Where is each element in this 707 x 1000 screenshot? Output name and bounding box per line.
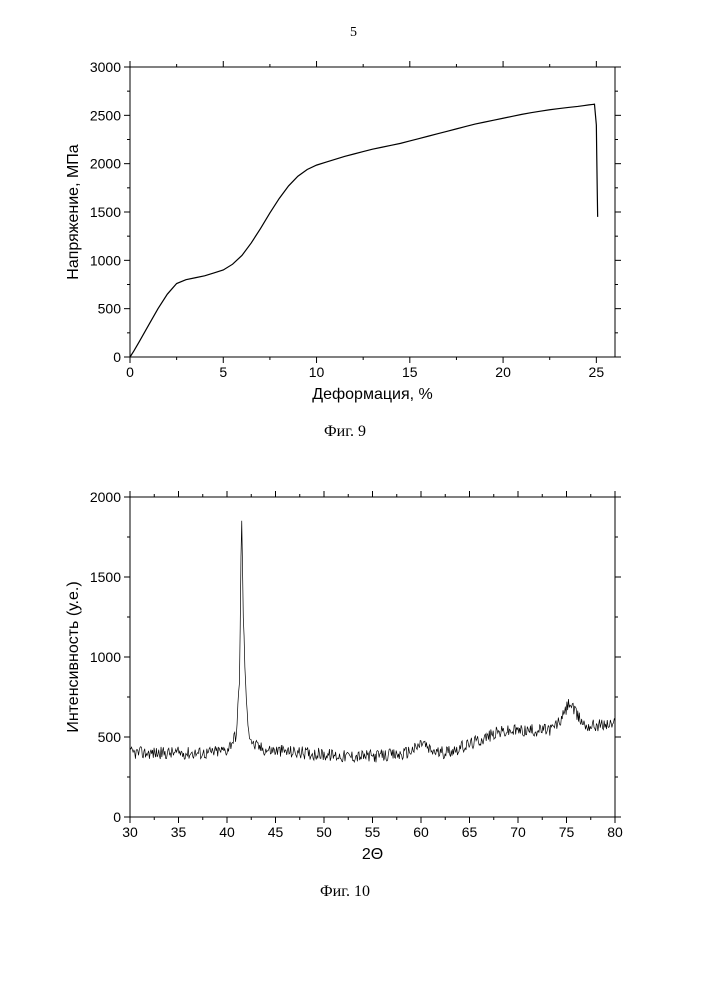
svg-text:1000: 1000 (90, 252, 121, 268)
svg-text:0: 0 (126, 364, 134, 380)
svg-text:2000: 2000 (90, 489, 121, 505)
svg-text:Напряжение, МПа: Напряжение, МПа (65, 144, 82, 279)
svg-text:50: 50 (316, 824, 332, 840)
svg-text:3000: 3000 (90, 59, 121, 75)
svg-text:10: 10 (309, 364, 325, 380)
svg-text:75: 75 (559, 824, 575, 840)
svg-text:55: 55 (365, 824, 381, 840)
svg-text:35: 35 (171, 824, 187, 840)
page: 5 0510152025050010001500200025003000Дефо… (0, 0, 707, 1000)
svg-text:500: 500 (98, 301, 122, 317)
svg-text:0: 0 (113, 809, 121, 825)
svg-text:15: 15 (402, 364, 418, 380)
figure-9-caption: Фиг. 9 (60, 423, 630, 441)
svg-text:500: 500 (98, 729, 122, 745)
svg-text:Интенсивность (у.е.): Интенсивность (у.е.) (65, 581, 82, 732)
stress-strain-chart: 0 5 10 15 20 25 0 500 1000 1500 2000 2500 3000 Деформ… (60, 55, 630, 405)
svg-text:20: 20 (495, 364, 511, 380)
page-number: 5 (0, 25, 707, 41)
figure-9: 0 5 10 15 20 25 0 500 1000 1500 2000 2500 3000 Деформ… (60, 55, 630, 441)
figure-10: 30 35 40 45 50 55 60 65 70 75 80 0 500 1000 1500 2000 2Θ… (60, 485, 630, 901)
svg-text:2000: 2000 (90, 156, 121, 172)
svg-text:1500: 1500 (90, 569, 121, 585)
svg-text:30: 30 (122, 824, 138, 840)
svg-text:2500: 2500 (90, 107, 121, 123)
svg-text:60: 60 (413, 824, 429, 840)
svg-text:65: 65 (462, 824, 478, 840)
svg-text:45: 45 (268, 824, 284, 840)
svg-text:80: 80 (607, 824, 623, 840)
xrd-chart: 30 35 40 45 50 55 60 65 70 75 80 0 500 1000 1500 2000 2Θ… (60, 485, 630, 865)
svg-text:1500: 1500 (90, 204, 121, 220)
svg-text:25: 25 (589, 364, 605, 380)
svg-text:Деформация, %: Деформация, % (312, 386, 432, 403)
svg-text:2Θ: 2Θ (362, 846, 383, 863)
svg-text:5: 5 (219, 364, 227, 380)
svg-text:70: 70 (510, 824, 526, 840)
svg-text:1000: 1000 (90, 649, 121, 665)
figure-10-caption: Фиг. 10 (60, 883, 630, 901)
svg-text:0: 0 (113, 349, 121, 365)
svg-text:40: 40 (219, 824, 235, 840)
